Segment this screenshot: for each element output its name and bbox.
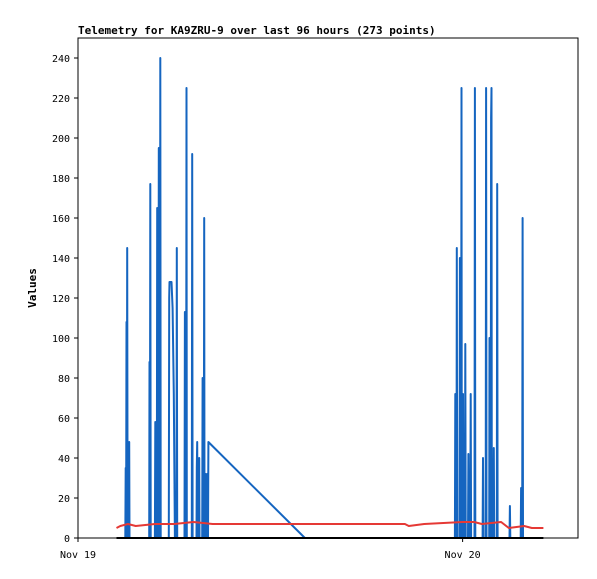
x-tick-label: Nov 19 (60, 550, 96, 561)
y-tick-label: 200 (52, 134, 70, 145)
y-tick-label: 160 (52, 214, 70, 225)
y-tick-label: 240 (52, 54, 70, 65)
x-tick-label: Nov 20 (445, 550, 481, 561)
series-line-2 (116, 521, 544, 529)
plot-frame (77, 37, 579, 539)
y-axis-label: Values (26, 268, 39, 308)
y-tick-label: 80 (58, 374, 70, 385)
y-tick-label: 220 (52, 94, 70, 105)
y-tick-label: 0 (64, 534, 70, 545)
y-tick-label: 20 (58, 494, 70, 505)
series-line-1 (116, 57, 525, 539)
y-tick-label: 140 (52, 254, 70, 265)
y-tick-label: 100 (52, 334, 70, 345)
y-tick-label: 120 (52, 294, 70, 305)
y-tick-label: 40 (58, 454, 70, 465)
y-tick-label: 180 (52, 174, 70, 185)
y-tick-label: 60 (58, 414, 70, 425)
chart-title: Telemetry for KA9ZRU-9 over last 96 hour… (78, 24, 436, 37)
